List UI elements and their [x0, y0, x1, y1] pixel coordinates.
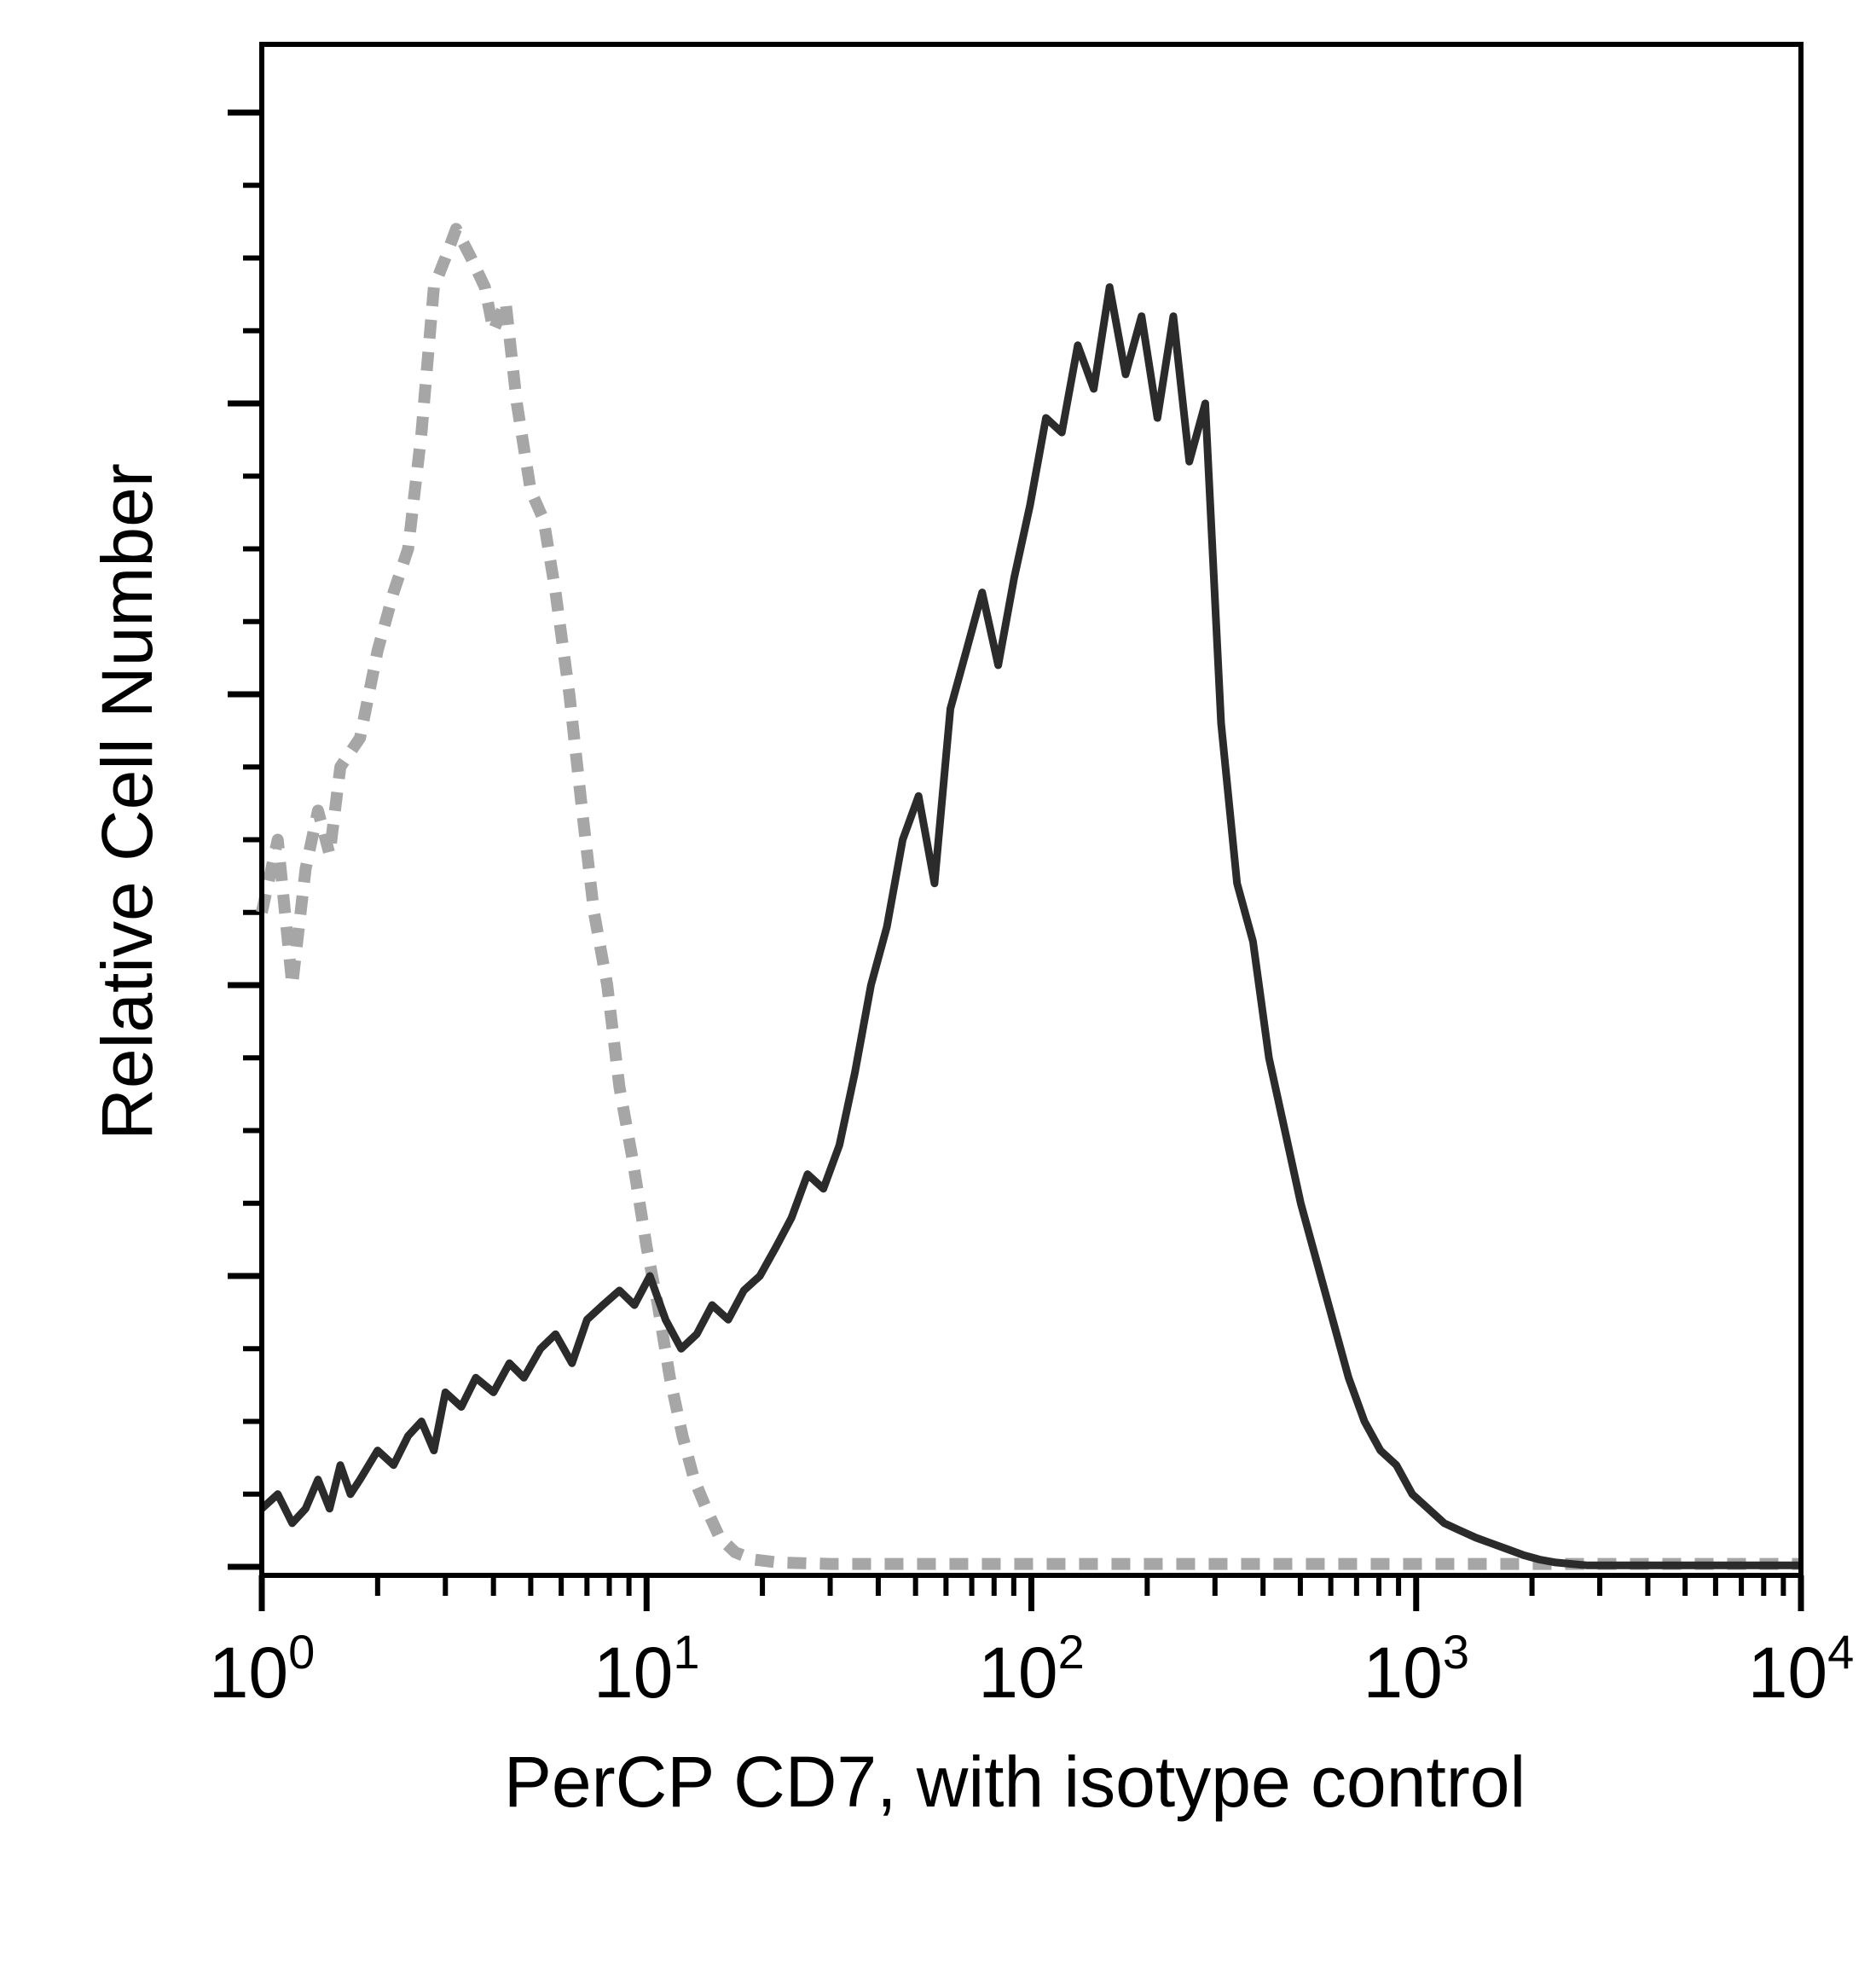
y-axis-label: Relative Cell Number — [87, 463, 167, 1140]
y-axis-ticks — [228, 109, 262, 1570]
x-tick-label: 102 — [978, 1625, 1085, 1713]
x-tick-label: 104 — [1748, 1625, 1855, 1713]
x-axis-tick-labels: 100 101 102 103 104 — [209, 1625, 1855, 1713]
x-tick-label: 101 — [593, 1625, 700, 1713]
x-axis-ticks — [258, 1575, 1804, 1611]
series-layer — [256, 223, 1801, 1570]
x-tick-label: 100 — [209, 1625, 316, 1713]
plot-frame — [259, 42, 1804, 1578]
cd7-series-line — [258, 283, 1801, 1569]
isotype-control-series-line — [256, 223, 1801, 1570]
x-axis-label: PerCP CD7, with isotype control — [504, 1742, 1526, 1822]
x-tick-label: 103 — [1363, 1625, 1469, 1713]
